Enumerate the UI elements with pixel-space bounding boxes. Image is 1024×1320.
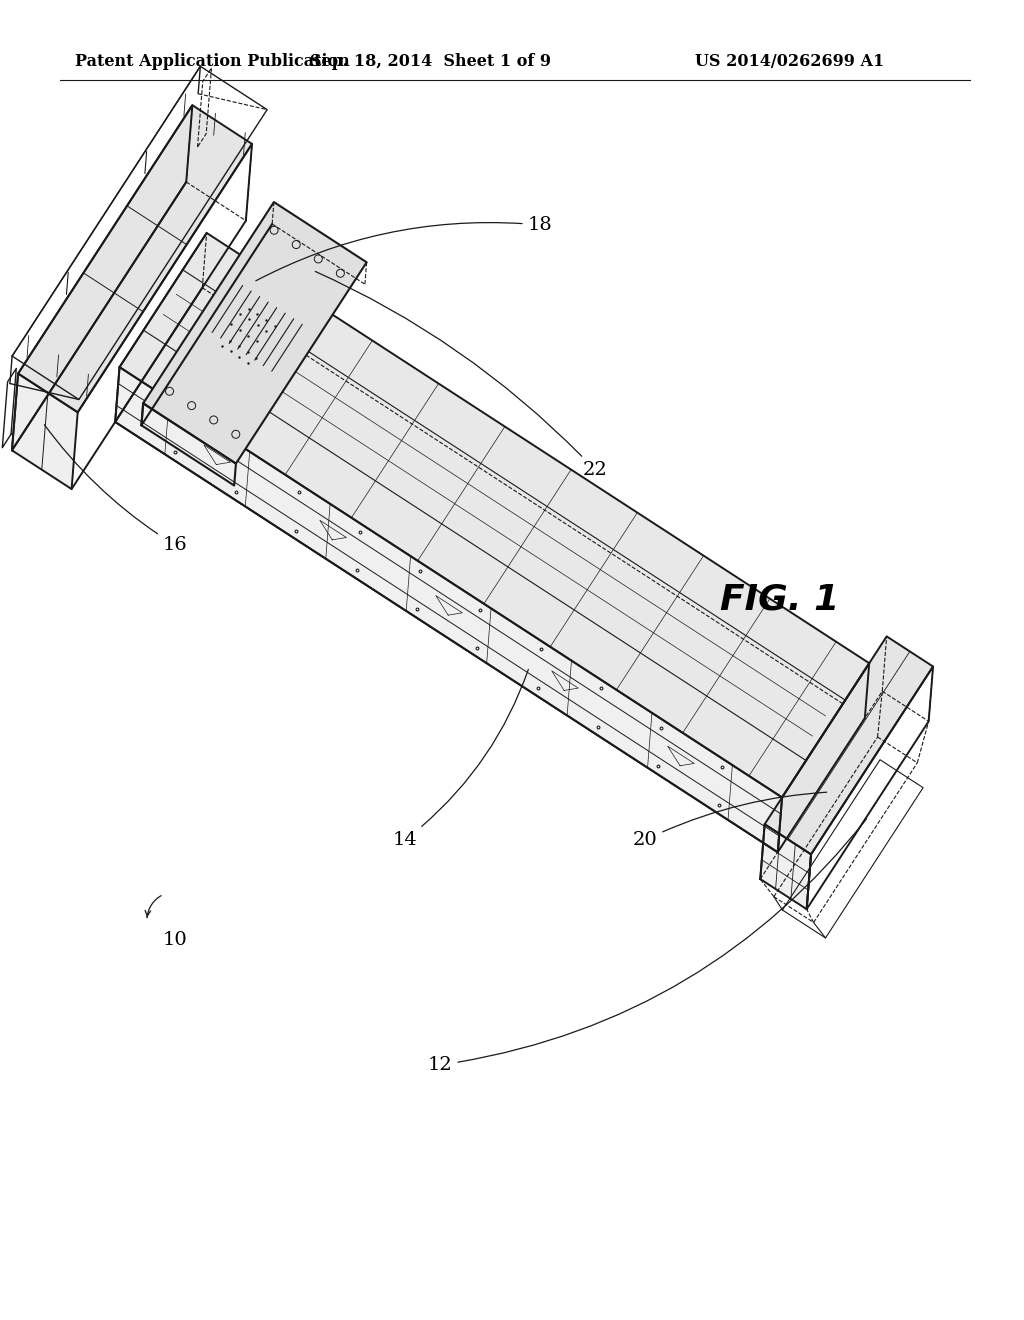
Text: 14: 14 (392, 669, 528, 849)
Text: US 2014/0262699 A1: US 2014/0262699 A1 (695, 54, 885, 70)
Polygon shape (760, 824, 811, 909)
Text: 12: 12 (428, 818, 866, 1074)
Polygon shape (120, 232, 869, 797)
Text: Sep. 18, 2014  Sheet 1 of 9: Sep. 18, 2014 Sheet 1 of 9 (309, 54, 551, 70)
Polygon shape (765, 636, 933, 854)
Text: 20: 20 (633, 792, 826, 849)
Text: 10: 10 (163, 931, 187, 949)
Polygon shape (12, 374, 78, 488)
Text: 18: 18 (256, 216, 552, 281)
Text: 16: 16 (44, 425, 187, 554)
Polygon shape (18, 106, 252, 412)
Polygon shape (115, 367, 782, 853)
Polygon shape (143, 202, 367, 463)
Text: FIG. 1: FIG. 1 (720, 583, 840, 616)
Text: Patent Application Publication: Patent Application Publication (75, 54, 350, 70)
Text: 22: 22 (315, 272, 607, 479)
